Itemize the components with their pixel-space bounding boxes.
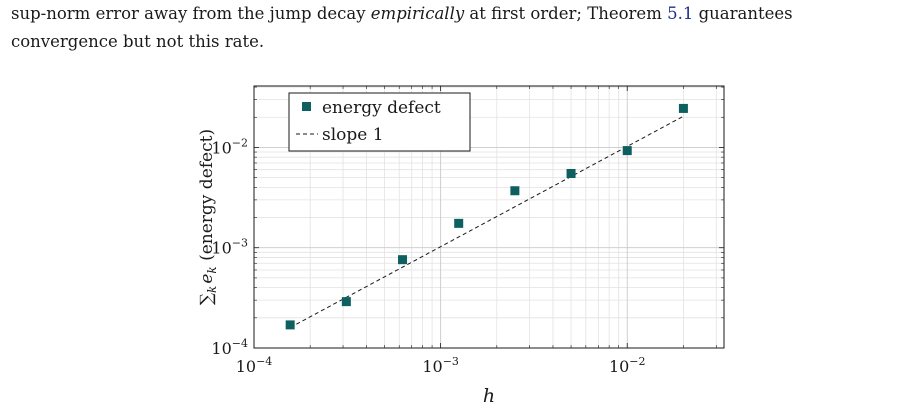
y-tick-label-base: 10 — [211, 138, 231, 157]
x-tick-label-base: 10 — [609, 357, 629, 376]
y-axis-label-subscript: k — [205, 286, 219, 293]
data-point-square — [678, 103, 688, 113]
intro-text: at first order; Theorem — [464, 4, 668, 23]
y-tick-label-exponent: −2 — [232, 136, 248, 149]
plot-marks — [285, 103, 688, 330]
intro-text: sup-norm error away from the jump decay — [11, 4, 371, 23]
data-point-square — [566, 168, 576, 178]
y-tick-label: 10−3 — [211, 237, 248, 258]
x-tick-label: 10−2 — [609, 355, 646, 376]
x-tick-label: 10−4 — [236, 355, 273, 376]
x-tick-label-base: 10 — [236, 357, 256, 376]
tick-labels: 10−4 10−3 10−210−410−310−2 — [211, 136, 645, 376]
legend-square-marker — [302, 102, 311, 111]
data-point-square — [510, 186, 520, 196]
x-tick-label-exponent: −2 — [629, 355, 645, 368]
y-tick-label-exponent: −3 — [232, 237, 248, 250]
x-axis-label: h — [483, 385, 495, 407]
x-tick-label-exponent: −4 — [256, 355, 272, 368]
legend-label-energy-defect: energy defect — [322, 98, 441, 118]
legend: energy defect slope 1 — [288, 92, 471, 152]
y-axis-label-sum: ∑ — [197, 293, 217, 305]
data-point-square — [454, 218, 464, 228]
y-tick-label: 10−2 — [211, 136, 248, 157]
intro-text: guarantees — [693, 4, 793, 23]
y-axis-label-subscript: k — [205, 266, 219, 273]
data-point-square — [285, 320, 295, 330]
intro-text: convergence but not this rate. — [11, 32, 265, 51]
data-point-square — [622, 146, 632, 156]
intro-paragraph: sup-norm error away from the jump decay … — [11, 0, 901, 56]
y-axis-label: ∑kek (energy defect) — [197, 129, 219, 305]
legend-box — [288, 92, 471, 152]
theorem-reference-link[interactable]: 5.1 — [667, 4, 694, 23]
data-point-square — [398, 255, 408, 265]
legend-label-slope-1: slope 1 — [322, 125, 384, 145]
data-point-square — [341, 297, 351, 307]
y-tick-label-base: 10 — [211, 239, 231, 258]
y-tick-label-exponent: −4 — [232, 337, 248, 350]
x-tick-label-exponent: −3 — [443, 355, 459, 368]
plot-frame — [253, 85, 725, 349]
slope-1-reference-line — [289, 115, 684, 328]
intro-emphasis: empirically — [370, 4, 465, 23]
y-tick-label-base: 10 — [211, 339, 231, 358]
y-tick-label: 10−4 — [211, 337, 248, 358]
x-tick-label-base: 10 — [422, 357, 442, 376]
y-axis-label-rest: (energy defect) — [197, 129, 217, 266]
y-axis-label-e: e — [197, 274, 217, 284]
x-tick-label: 10−3 — [422, 355, 459, 376]
